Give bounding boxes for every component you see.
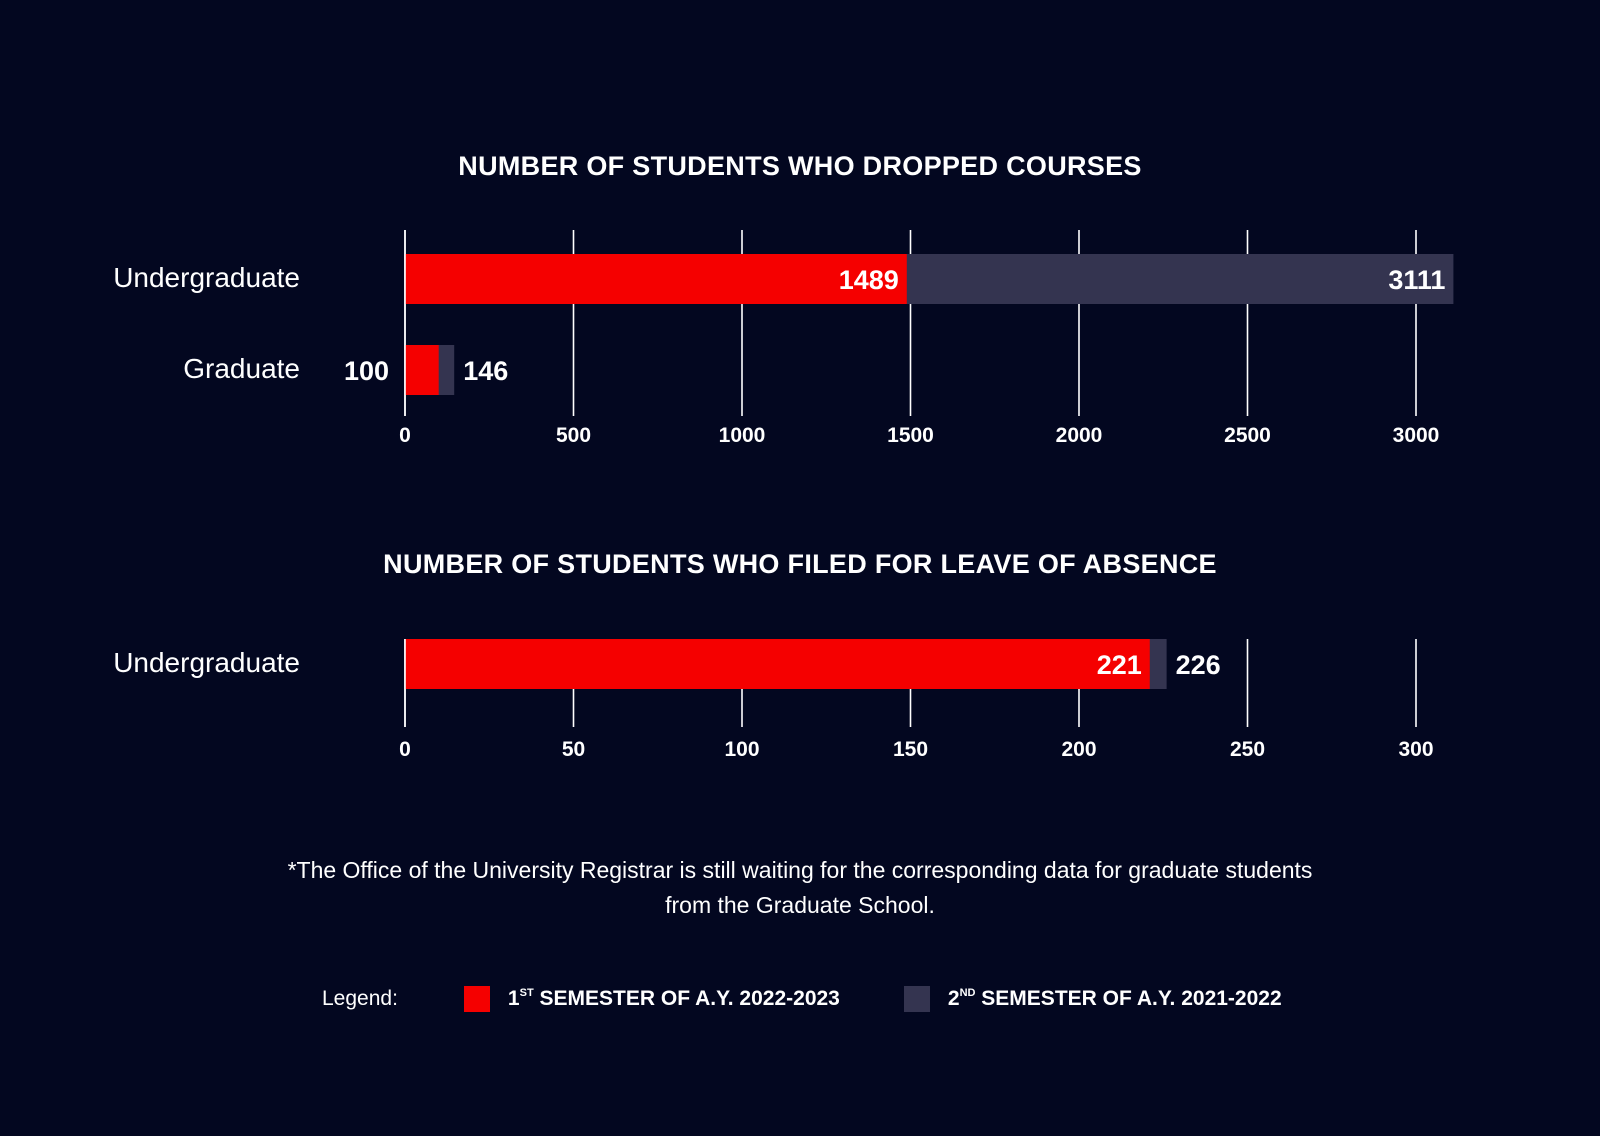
bar-first-semester bbox=[405, 254, 907, 304]
leave-of-absence-chart: 0 50 100 150 200 250 300 Undergraduate 221 226 bbox=[113, 639, 1434, 761]
legend-item-first-semester: 1ST SEMESTER OF A.Y. 2022-2023 bbox=[463, 986, 840, 1012]
legend-swatch-first-semester bbox=[463, 986, 490, 1012]
x-tick-label: 1000 bbox=[719, 424, 766, 447]
category-label: Graduate bbox=[183, 353, 300, 384]
legend-item-second-semester: 2ND SEMESTER OF A.Y. 2021-2022 bbox=[903, 986, 1282, 1012]
legend-label-first-semester: 1ST SEMESTER OF A.Y. 2022-2023 bbox=[507, 987, 840, 1010]
x-tick-label: 2000 bbox=[1056, 424, 1103, 447]
data-label-second-semester: 226 bbox=[1176, 650, 1221, 680]
x-tick-label: 0 bbox=[399, 424, 411, 447]
legend-label-second-semester: 2ND SEMESTER OF A.Y. 2021-2022 bbox=[947, 987, 1282, 1010]
x-tick-label: 0 bbox=[399, 738, 411, 761]
chart-title-dropped-courses: NUMBER OF STUDENTS WHO DROPPED COURSES bbox=[458, 151, 1142, 181]
footnote-line-2: from the Graduate School. bbox=[665, 892, 935, 918]
footnote-line-1: *The Office of the University Registrar … bbox=[287, 857, 1313, 883]
footnote: *The Office of the University Registrar … bbox=[0, 853, 1600, 923]
bar-first-semester bbox=[405, 345, 439, 395]
dropped-courses-chart: 0 500 1000 1500 2000 2500 3000 Undergraduate 148… bbox=[113, 230, 1454, 447]
x-tick-label: 200 bbox=[1061, 738, 1096, 761]
legend: Legend: 1ST SEMESTER OF A.Y. 2022-2023 2… bbox=[322, 985, 1346, 1013]
data-label-first-semester: 1489 bbox=[839, 265, 899, 295]
category-label: Undergraduate bbox=[113, 647, 300, 678]
x-tick-label: 100 bbox=[724, 738, 759, 761]
x-tick-label: 1500 bbox=[887, 424, 934, 447]
chart-title-leave-of-absence: NUMBER OF STUDENTS WHO FILED FOR LEAVE O… bbox=[383, 549, 1217, 579]
x-tick-label: 500 bbox=[556, 424, 591, 447]
x-tick-label: 300 bbox=[1398, 738, 1433, 761]
category-label: Undergraduate bbox=[113, 262, 300, 293]
x-tick-label: 3000 bbox=[1393, 424, 1440, 447]
bar-first-semester bbox=[405, 639, 1150, 689]
x-tick-label: 250 bbox=[1230, 738, 1265, 761]
data-label-first-semester: 100 bbox=[344, 356, 389, 386]
data-label-second-semester: 146 bbox=[463, 356, 508, 386]
x-tick-label: 150 bbox=[893, 738, 928, 761]
legend-title: Legend: bbox=[322, 987, 398, 1010]
x-tick-label: 2500 bbox=[1224, 424, 1271, 447]
legend-swatch-second-semester bbox=[903, 986, 930, 1012]
data-label-first-semester: 221 bbox=[1097, 650, 1142, 680]
x-tick-label: 50 bbox=[562, 738, 585, 761]
data-label-second-semester: 3111 bbox=[1388, 265, 1445, 295]
